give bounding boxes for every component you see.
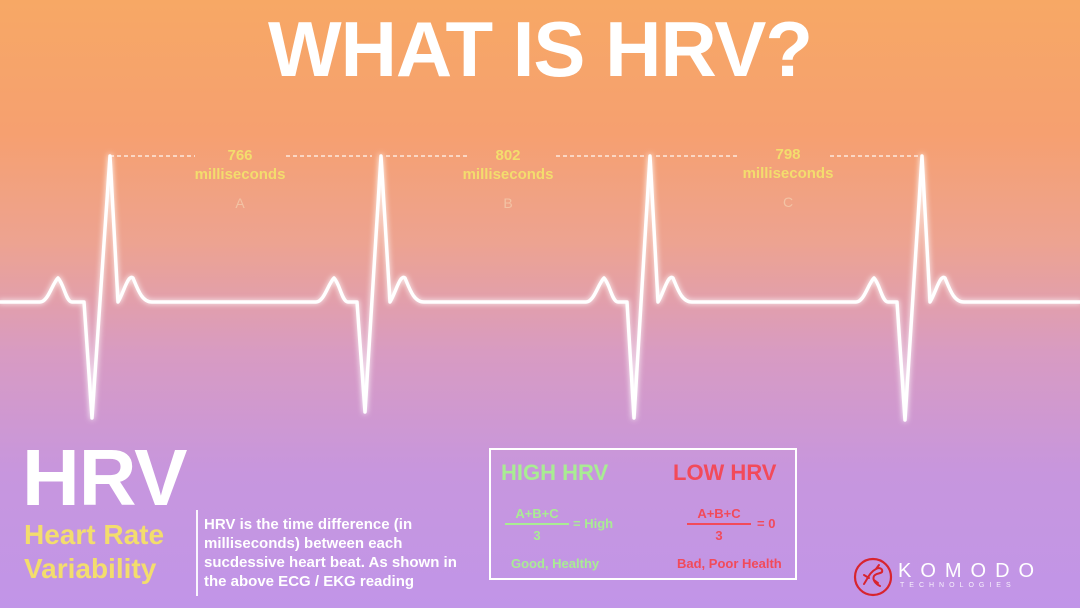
high-formula-denominator: 3 — [533, 528, 541, 543]
logo-tagline: TECHNOLOGIES — [900, 582, 1016, 589]
komodo-lizard-icon — [853, 557, 893, 597]
high-hrv-verdict: Good, Healthy — [511, 556, 600, 571]
hrv-full-name: Heart Rate Variability — [24, 518, 164, 586]
interval-a: 766 milliseconds A — [170, 146, 310, 213]
hrv-full-line1: Heart Rate — [24, 519, 165, 550]
interval-b: 802 milliseconds B — [438, 146, 578, 213]
interval-a-letter: A — [235, 195, 245, 211]
ecg-waveform — [0, 154, 1080, 422]
interval-b-letter: B — [503, 195, 513, 211]
high-formula-result: = High — [573, 516, 614, 531]
low-hrv-formula: A+B+C 3 — [687, 506, 751, 543]
interval-c: 798 milliseconds C — [718, 145, 858, 212]
low-formula-numerator: A+B+C — [687, 506, 751, 525]
high-hrv-title: HIGH HRV — [501, 460, 609, 485]
interval-b-unit: milliseconds — [462, 166, 554, 183]
low-formula-result: = 0 — [757, 516, 776, 531]
vertical-divider — [196, 510, 198, 596]
hrv-full-line2: Variability — [24, 553, 157, 584]
interval-b-value: 802 — [495, 147, 521, 164]
high-hrv-formula: A+B+C 3 — [505, 506, 569, 543]
high-formula-numerator: A+B+C — [505, 506, 569, 525]
hrv-abbreviation: HRV — [22, 433, 187, 522]
logo-name: KOMODO — [898, 560, 1044, 582]
interval-c-letter: C — [782, 194, 794, 210]
interval-c-unit: milliseconds — [742, 165, 834, 182]
interval-a-value: 766 — [227, 147, 253, 164]
low-formula-denominator: 3 — [715, 528, 723, 543]
company-logo: KOMODO TECHNOLOGIES — [852, 556, 1072, 600]
low-hrv-title: LOW HRV — [673, 460, 777, 485]
hrv-description: HRV is the time difference (in milliseco… — [204, 516, 457, 590]
hrv-comparison-box: HIGH HRV A+B+C 3 = High Good, Healthy LO… — [489, 448, 797, 580]
interval-a-unit: milliseconds — [194, 166, 286, 183]
low-hrv-verdict: Bad, Poor Health — [677, 556, 782, 571]
interval-c-value: 798 — [775, 146, 801, 163]
page-title: WHAT IS HRV? — [267, 5, 813, 93]
